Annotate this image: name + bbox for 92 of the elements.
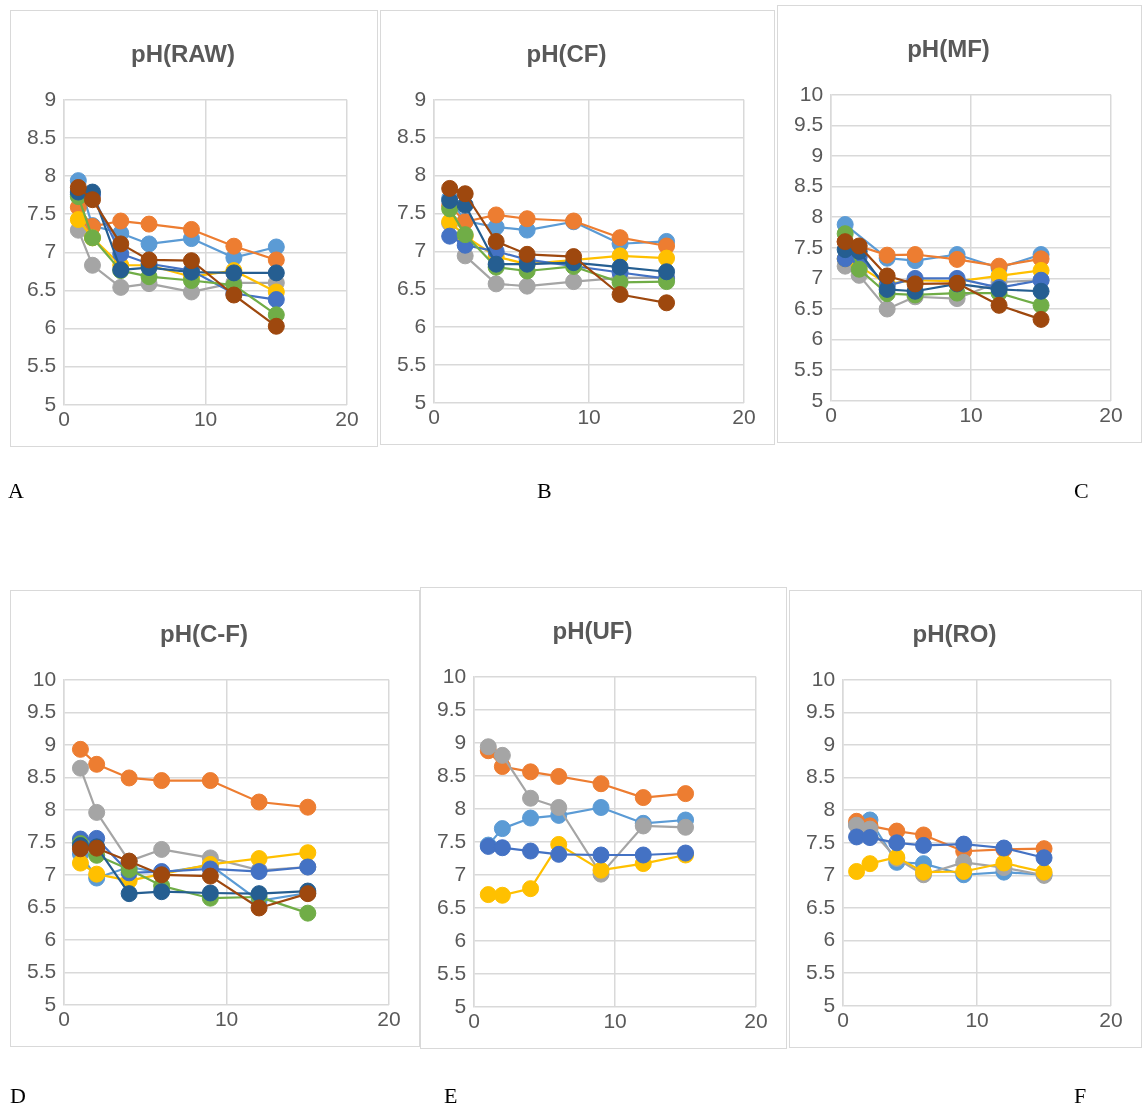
chart-title: pH(CF) — [526, 40, 607, 68]
chart-title: pH(RO) — [912, 620, 997, 648]
text: E — [444, 1083, 458, 1109]
y-tick-label: 7 — [811, 265, 824, 289]
y-tick-label: 7.5 — [793, 234, 824, 258]
y-tick-label: 5 — [44, 391, 57, 415]
y-tick-label: 6.5 — [26, 277, 57, 301]
y-tick-label: 5 — [414, 389, 427, 413]
y-tick-label: 8 — [811, 204, 824, 227]
y-tick-label: 7 — [414, 238, 427, 262]
y-tick-label: 8 — [44, 162, 57, 186]
y-tick-label: 7.5 — [436, 828, 467, 852]
y-tick-label: 6 — [44, 315, 57, 339]
x-tick-label: 20 — [1099, 1008, 1123, 1032]
x-tick-label: 0 — [58, 407, 71, 431]
y-tick-label: 8 — [454, 795, 467, 819]
y-tick-label: 7.5 — [26, 200, 57, 224]
x-tick-label: 20 — [744, 1009, 768, 1033]
x-tick-label: 10 — [959, 403, 983, 427]
y-tick-label: 8.5 — [436, 762, 467, 786]
y-tick-label: 6 — [44, 926, 57, 950]
y-tick-label: 5.5 — [436, 960, 467, 984]
y-tick-label: 10 — [799, 81, 824, 105]
y-tick-label: 7 — [44, 861, 57, 885]
y-tick-label: 6.5 — [793, 295, 824, 319]
chart-title: pH(RAW) — [131, 40, 235, 68]
y-tick-label: 10 — [442, 663, 467, 687]
y-tick-label: 5.5 — [793, 357, 824, 380]
text: D — [10, 1083, 26, 1109]
y-tick-label: 8.5 — [26, 124, 57, 148]
x-tick-label: 10 — [193, 407, 218, 431]
y-tick-label: 8 — [44, 796, 57, 820]
y-tick-label: 9.5 — [26, 699, 57, 723]
y-tick-label: 5.5 — [805, 960, 836, 983]
y-tick-label: 7 — [454, 861, 467, 885]
text: F — [1074, 1083, 1087, 1109]
y-tick-label: 9.5 — [436, 696, 467, 720]
x-tick-label: 20 — [732, 405, 756, 429]
x-tick-label: 20 — [335, 407, 359, 431]
y-tick-label: 9 — [414, 86, 427, 110]
y-tick-label: 8.5 — [793, 173, 824, 197]
y-tick-label: 9 — [44, 731, 57, 755]
x-tick-label: 0 — [825, 403, 838, 427]
y-tick-label: 5 — [44, 991, 57, 1015]
y-tick-label: 7 — [44, 239, 57, 263]
x-tick-label: 10 — [577, 405, 601, 429]
chart-title: pH(C-F) — [160, 620, 248, 648]
y-tick-label: 6.5 — [26, 894, 57, 918]
y-tick-label: 6 — [414, 313, 427, 337]
y-tick-label: 10 — [32, 666, 57, 690]
y-tick-label: 5.5 — [396, 351, 427, 375]
y-tick-label: 6 — [811, 326, 824, 350]
text: C — [1074, 478, 1089, 504]
y-tick-label: 5.5 — [26, 353, 57, 377]
y-tick-label: 9 — [454, 729, 467, 753]
y-tick-label: 7.5 — [396, 200, 427, 224]
y-tick-label: 9 — [44, 86, 57, 110]
y-tick-label: 5.5 — [26, 959, 57, 983]
y-tick-label: 5 — [811, 387, 824, 411]
y-tick-label: 8 — [823, 797, 836, 820]
y-tick-label: 7.5 — [26, 829, 57, 853]
text: B — [537, 478, 552, 504]
text: A — [8, 478, 24, 504]
y-tick-label: 6 — [823, 927, 836, 951]
y-tick-label: 8.5 — [26, 764, 57, 788]
x-tick-label: 10 — [214, 1007, 239, 1031]
chart-title: pH(MF) — [907, 35, 990, 63]
y-tick-label: 8.5 — [805, 764, 836, 788]
y-tick-label: 9 — [811, 142, 824, 166]
y-tick-label: 9 — [823, 731, 836, 755]
x-tick-label: 0 — [58, 1007, 71, 1031]
y-tick-label: 6.5 — [805, 894, 836, 918]
y-tick-label: 6.5 — [396, 275, 427, 299]
y-tick-label: 6 — [454, 927, 467, 951]
y-tick-label: 10 — [811, 666, 836, 690]
x-tick-label: 0 — [468, 1009, 481, 1033]
y-tick-label: 8.5 — [396, 124, 427, 148]
x-tick-label: 10 — [965, 1008, 989, 1032]
y-tick-label: 5 — [823, 992, 836, 1016]
y-tick-label: 7 — [823, 862, 836, 886]
chart-title: pH(UF) — [552, 617, 633, 645]
x-tick-label: 10 — [603, 1009, 627, 1033]
x-tick-label: 0 — [428, 405, 441, 429]
y-tick-label: 7.5 — [805, 829, 836, 853]
y-tick-label: 5 — [454, 993, 467, 1017]
y-tick-label: 8 — [414, 162, 427, 186]
y-tick-label: 9.5 — [805, 699, 836, 723]
y-tick-label: 6.5 — [436, 894, 467, 918]
x-tick-label: 0 — [837, 1008, 850, 1032]
x-tick-label: 20 — [1099, 403, 1123, 427]
x-tick-label: 20 — [377, 1007, 401, 1031]
y-tick-label: 9.5 — [793, 112, 824, 136]
